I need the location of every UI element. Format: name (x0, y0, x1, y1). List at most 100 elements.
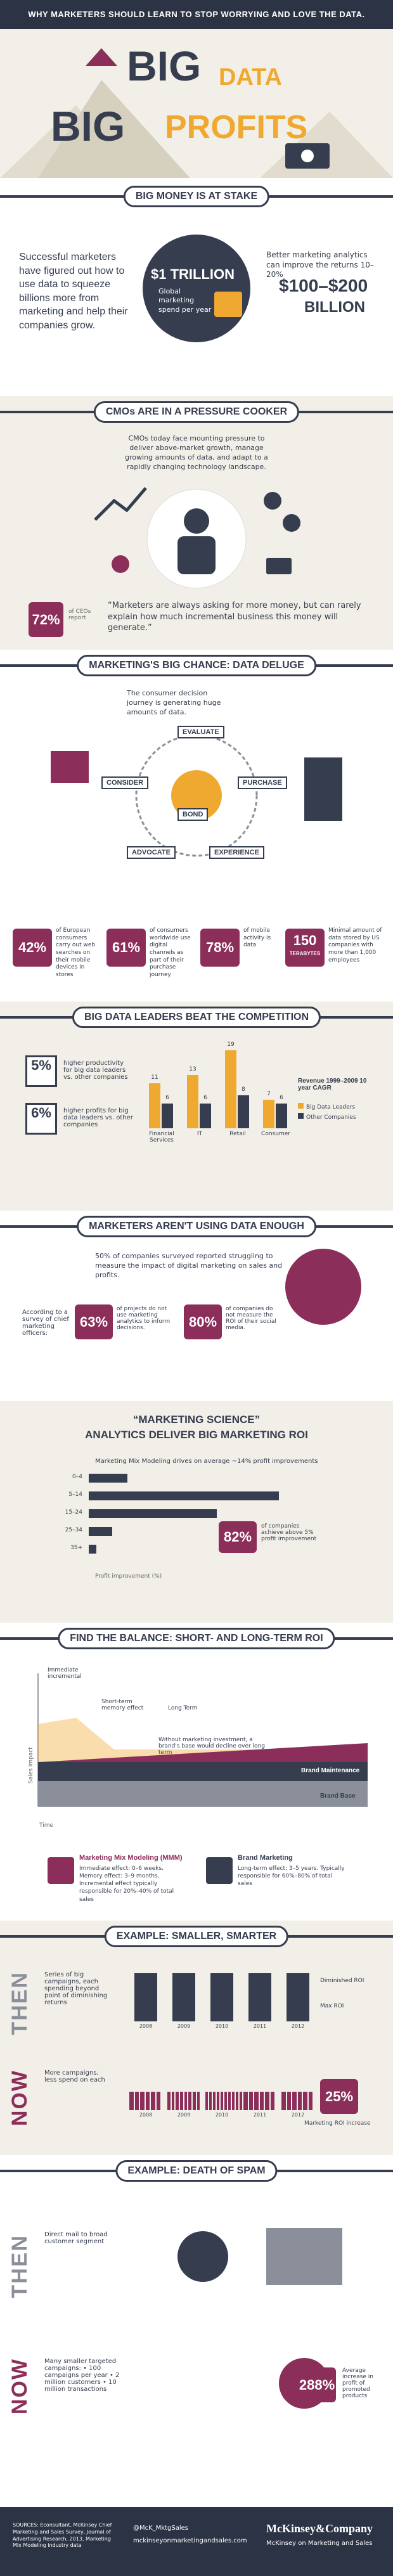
ceo-pct-label: of CEOs report (68, 609, 91, 621)
year-label: 2011 (253, 2112, 267, 2118)
section-title: ANALYTICS DELIVER BIG MARKETING ROI (85, 1429, 308, 1441)
now-campaign-bar (145, 2092, 150, 2110)
now-campaign-bar (259, 2092, 264, 2110)
stat-label: of consumers worldwide use digital chann… (150, 927, 191, 979)
server-icon (304, 757, 342, 821)
stat-value: 25% (320, 2079, 358, 2114)
stat-label: of projects do not use marketing analyti… (117, 1306, 171, 1331)
cagr-category-label: Consumer (261, 1131, 290, 1137)
cagr-category-label: IT (196, 1131, 203, 1137)
hero-data: DATA (219, 64, 282, 91)
cagr-value-label: 6 (280, 1095, 283, 1101)
cagr-value-label: 13 (189, 1066, 196, 1072)
range-value: $100–$200 (279, 276, 368, 295)
now-campaign-bar (171, 2092, 175, 2110)
stat-label: Minimal amount of data stored by US comp… (328, 927, 382, 963)
now-campaign-bar (270, 2092, 275, 2110)
mmm-text: Immediate effect: 0–6 weeks. Memory effe… (79, 1865, 174, 1903)
section-science: “MARKETING SCIENCE” ANALYTICS DELIVER BI… (0, 1401, 393, 1623)
section-title: EXAMPLE: DEATH OF SPAM (115, 2160, 278, 2182)
now-campaign-bar (228, 2092, 231, 2110)
money-caption: Global marketing spend per year (158, 287, 212, 314)
spam-graphic (177, 2228, 342, 2409)
now-campaign-bar (297, 2092, 302, 2110)
stat-value: 80% (184, 1304, 222, 1339)
header-tagline: WHY MARKETERS SHOULD LEARN TO STOP WORRY… (0, 0, 393, 29)
pressure-graphic (94, 487, 300, 589)
section-data-usage: MARKETERS AREN'T USING DATA ENOUGH 50% o… (0, 1211, 393, 1401)
section-banner: EXAMPLE: SMALLER, SMARTER (0, 1921, 393, 1952)
now-campaign-bar (188, 2092, 191, 2110)
brand-growth-band (38, 1743, 368, 1762)
cagr-value-label: 7 (267, 1090, 271, 1097)
now-campaign-bar (151, 2092, 155, 2110)
now-campaign-bar (281, 2092, 286, 2110)
improve-text: Better marketing analytics can improve t… (266, 250, 374, 280)
person-icon (184, 508, 209, 534)
subtitle: Marketing Mix Modeling drives on average… (95, 1458, 318, 1465)
cagr-bar (162, 1104, 173, 1128)
trend-icon (94, 487, 147, 521)
now-campaign-bar (221, 2092, 223, 2110)
now-campaign-bar (209, 2092, 212, 2110)
now-campaign-bar (292, 2092, 297, 2110)
y-axis-label: Sales impact (27, 1747, 34, 1784)
journey-text: The consumer decision journey is generat… (127, 689, 221, 716)
brand-text: Long-term effect: 3–5 years. Typically r… (238, 1865, 345, 1888)
label-memory: Short-term memory effect (101, 1699, 144, 1711)
now-campaign-bar (167, 2092, 171, 2110)
roi-category-label: 5–14 (68, 1491, 82, 1498)
band-label: Brand Maintenance (301, 1767, 360, 1774)
mmm-icon (48, 1857, 74, 1884)
hero-graphic (0, 48, 393, 178)
section-deluge: MARKETING'S BIG CHANCE: DATA DELUGE The … (0, 650, 393, 1001)
cagr-bar (187, 1074, 198, 1128)
stat-label: of companies achieve above 5% profit imp… (261, 1523, 317, 1542)
now-campaign-bar (184, 2092, 188, 2110)
section-title: EXAMPLE: SMALLER, SMARTER (104, 1926, 289, 1947)
then-campaign-bar (210, 1973, 233, 2021)
now-campaign-bar (180, 2092, 183, 2110)
x-axis-label: Profit improvement (%) (95, 1573, 162, 1580)
stat-value: 78% (200, 929, 240, 967)
now-campaign-bar (236, 2092, 238, 2110)
then-campaign-bar (134, 1973, 157, 2021)
twitter-link[interactable]: @McK_MktgSales (133, 2525, 188, 2532)
stage-evaluate: EVALUATE (177, 726, 224, 738)
section-banner: BIG MONEY IS AT STAKE (0, 181, 393, 212)
section-smaller: EXAMPLE: SMALLER, SMARTER THEN NOW Serie… (0, 1921, 393, 2155)
band-label: Brand Growth (311, 1732, 353, 1739)
roi-category-label: 15–24 (65, 1509, 82, 1516)
label-long: Long Term (168, 1705, 198, 1711)
now-campaign-bar (243, 2092, 248, 2110)
brand-base-band (38, 1781, 368, 1806)
roi-chart: 0–4 5–14 15–24 25–34 35+ (57, 1474, 285, 1569)
stage-bond: BOND (177, 808, 209, 821)
stat-value: 5% (25, 1055, 57, 1087)
brand-title: Brand Marketing (238, 1854, 293, 1862)
now-campaign-bar (232, 2092, 235, 2110)
year-label: 2010 (215, 2112, 229, 2118)
label-immediate: Immediate incremental (48, 1667, 82, 1680)
social-icon (283, 514, 300, 532)
site-link[interactable]: mckinseyonmarketingandsales.com (133, 2537, 247, 2544)
hero-big-2: BIG (51, 103, 126, 150)
stat-value: 82% (219, 1521, 257, 1553)
stat-unit: TERABYTES (289, 951, 321, 956)
section-banner: FIND THE BALANCE: SHORT- AND LONG-TERM R… (0, 1623, 393, 1654)
cagr-value-label: 6 (203, 1095, 207, 1101)
cagr-value-label: 11 (151, 1074, 158, 1081)
year-label: 2009 (177, 2023, 191, 2029)
stage-advocate: ADVOCATE (127, 846, 176, 859)
roi-bar (89, 1545, 97, 1554)
year-label: 2011 (253, 2023, 267, 2029)
band-label: Brand Base (320, 1793, 356, 1800)
mountain-icon (86, 48, 117, 66)
money-circle (143, 235, 250, 342)
lock-icon (214, 292, 242, 317)
stage-purchase: PURCHASE (238, 776, 287, 789)
section-title: FIND THE BALANCE: SHORT- AND LONG-TERM R… (58, 1628, 335, 1649)
roi-balance-graphic (37, 1673, 368, 1807)
cagr-chart: 11 6 Financial Services 13 6 IT 19 8 Retail 7 6 Con… (143, 1041, 295, 1154)
now-campaign-bar (129, 2092, 134, 2110)
